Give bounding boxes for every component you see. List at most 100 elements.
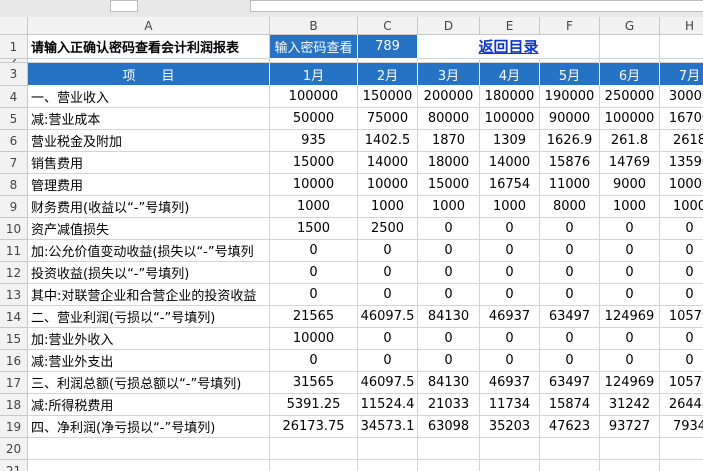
value-cell: 2618 bbox=[660, 130, 703, 152]
value-cell: 10000 bbox=[270, 328, 358, 350]
column-header[interactable]: E bbox=[480, 17, 540, 35]
value-cell: 1000 bbox=[600, 196, 660, 218]
value-cell: 1000 bbox=[270, 196, 358, 218]
row-header[interactable]: 10 bbox=[0, 218, 28, 240]
value-cell: 0 bbox=[418, 218, 480, 240]
column-header[interactable]: G bbox=[600, 17, 660, 35]
value-cell: 93727 bbox=[600, 416, 660, 438]
value-cell: 15000 bbox=[418, 174, 480, 196]
row-header[interactable]: 13 bbox=[0, 284, 28, 306]
table-header: 3月 bbox=[418, 63, 480, 86]
row-header[interactable]: 20 bbox=[0, 438, 28, 460]
row-header[interactable]: 1 bbox=[0, 35, 28, 59]
row-header[interactable]: 6 bbox=[0, 130, 28, 152]
row-header[interactable]: 17 bbox=[0, 372, 28, 394]
value-cell: 15876 bbox=[540, 152, 600, 174]
row-header[interactable]: 14 bbox=[0, 306, 28, 328]
value-cell: 150000 bbox=[358, 86, 418, 108]
value-cell: 46097.5 bbox=[358, 306, 418, 328]
value-cell: 16754 bbox=[480, 174, 540, 196]
row-header[interactable]: 19 bbox=[0, 416, 28, 438]
value-cell: 11000 bbox=[540, 174, 600, 196]
empty-cell bbox=[28, 460, 270, 471]
empty-cell bbox=[480, 438, 540, 460]
column-header[interactable]: B bbox=[270, 17, 358, 35]
value-cell: 0 bbox=[358, 240, 418, 262]
value-cell: 46937 bbox=[480, 306, 540, 328]
column-header[interactable]: C bbox=[358, 17, 418, 35]
value-cell: 63497 bbox=[540, 372, 600, 394]
row-header[interactable]: 15 bbox=[0, 328, 28, 350]
value-cell: 63497 bbox=[540, 306, 600, 328]
empty-cell bbox=[660, 438, 703, 460]
empty-cell bbox=[600, 59, 660, 63]
value-cell: 14769 bbox=[600, 152, 660, 174]
formula-bar[interactable] bbox=[250, 0, 703, 12]
row-header[interactable]: 7 bbox=[0, 152, 28, 174]
row-header[interactable]: 16 bbox=[0, 350, 28, 372]
value-cell: 1626.9 bbox=[540, 130, 600, 152]
table-header: 5月 bbox=[540, 63, 600, 86]
row-header[interactable]: 18 bbox=[0, 394, 28, 416]
item-label: 加:公允价值变动收益(损失以“-”号填列 bbox=[28, 240, 270, 262]
row-header[interactable]: 3 bbox=[0, 63, 28, 86]
value-cell: 14000 bbox=[358, 152, 418, 174]
value-cell: 1000 bbox=[358, 196, 418, 218]
value-cell: 75000 bbox=[358, 108, 418, 130]
value-cell: 11524.4 bbox=[358, 394, 418, 416]
empty-cell bbox=[660, 35, 703, 59]
value-cell: 935 bbox=[270, 130, 358, 152]
value-cell: 84130 bbox=[418, 372, 480, 394]
empty-cell bbox=[270, 460, 358, 471]
value-cell: 13590 bbox=[660, 152, 703, 174]
value-cell: 1000 bbox=[418, 196, 480, 218]
value-cell: 10000 bbox=[358, 174, 418, 196]
value-cell: 31565 bbox=[270, 372, 358, 394]
table-header: 1月 bbox=[270, 63, 358, 86]
value-cell: 0 bbox=[660, 328, 703, 350]
column-header[interactable]: F bbox=[540, 17, 600, 35]
empty-cell bbox=[540, 59, 600, 63]
item-label: 加:营业外收入 bbox=[28, 328, 270, 350]
value-cell: 1309 bbox=[480, 130, 540, 152]
value-cell: 10000 bbox=[660, 174, 703, 196]
value-cell: 250000 bbox=[600, 86, 660, 108]
value-cell: 0 bbox=[600, 218, 660, 240]
value-cell: 1000 bbox=[480, 196, 540, 218]
row-header[interactable]: 9 bbox=[0, 196, 28, 218]
row-header[interactable]: 4 bbox=[0, 86, 28, 108]
empty-cell bbox=[600, 460, 660, 471]
value-cell: 0 bbox=[600, 350, 660, 372]
password-input[interactable]: 789 bbox=[358, 35, 418, 59]
item-label: 二、营业利润(亏损以“-”号填列) bbox=[28, 306, 270, 328]
item-label: 管理费用 bbox=[28, 174, 270, 196]
value-cell: 0 bbox=[660, 284, 703, 306]
item-label: 减:所得税费用 bbox=[28, 394, 270, 416]
empty-cell bbox=[600, 438, 660, 460]
row-header[interactable]: 8 bbox=[0, 174, 28, 196]
empty-cell bbox=[358, 59, 418, 63]
empty-cell bbox=[418, 59, 480, 63]
column-header[interactable]: A bbox=[28, 17, 270, 35]
value-cell: 0 bbox=[418, 262, 480, 284]
item-label: 减:营业成本 bbox=[28, 108, 270, 130]
value-cell: 0 bbox=[480, 350, 540, 372]
value-cell: 34573.1 bbox=[358, 416, 418, 438]
value-cell: 10000 bbox=[270, 174, 358, 196]
row-header[interactable]: 2 bbox=[0, 59, 28, 63]
value-cell: 100000 bbox=[600, 108, 660, 130]
value-cell: 31242 bbox=[600, 394, 660, 416]
column-header[interactable]: D bbox=[418, 17, 480, 35]
value-cell: 90000 bbox=[540, 108, 600, 130]
back-link[interactable]: 返回目录 bbox=[478, 38, 539, 56]
value-cell: 16700 bbox=[660, 108, 703, 130]
item-label: 四、净利润(净亏损以“-”号填列) bbox=[28, 416, 270, 438]
item-label: 营业税金及附加 bbox=[28, 130, 270, 152]
row-header[interactable]: 21 bbox=[0, 460, 28, 471]
row-header[interactable]: 12 bbox=[0, 262, 28, 284]
value-cell: 0 bbox=[270, 262, 358, 284]
row-header[interactable]: 11 bbox=[0, 240, 28, 262]
column-header[interactable]: H bbox=[660, 17, 703, 35]
row-header[interactable]: 5 bbox=[0, 108, 28, 130]
value-cell: 0 bbox=[540, 240, 600, 262]
